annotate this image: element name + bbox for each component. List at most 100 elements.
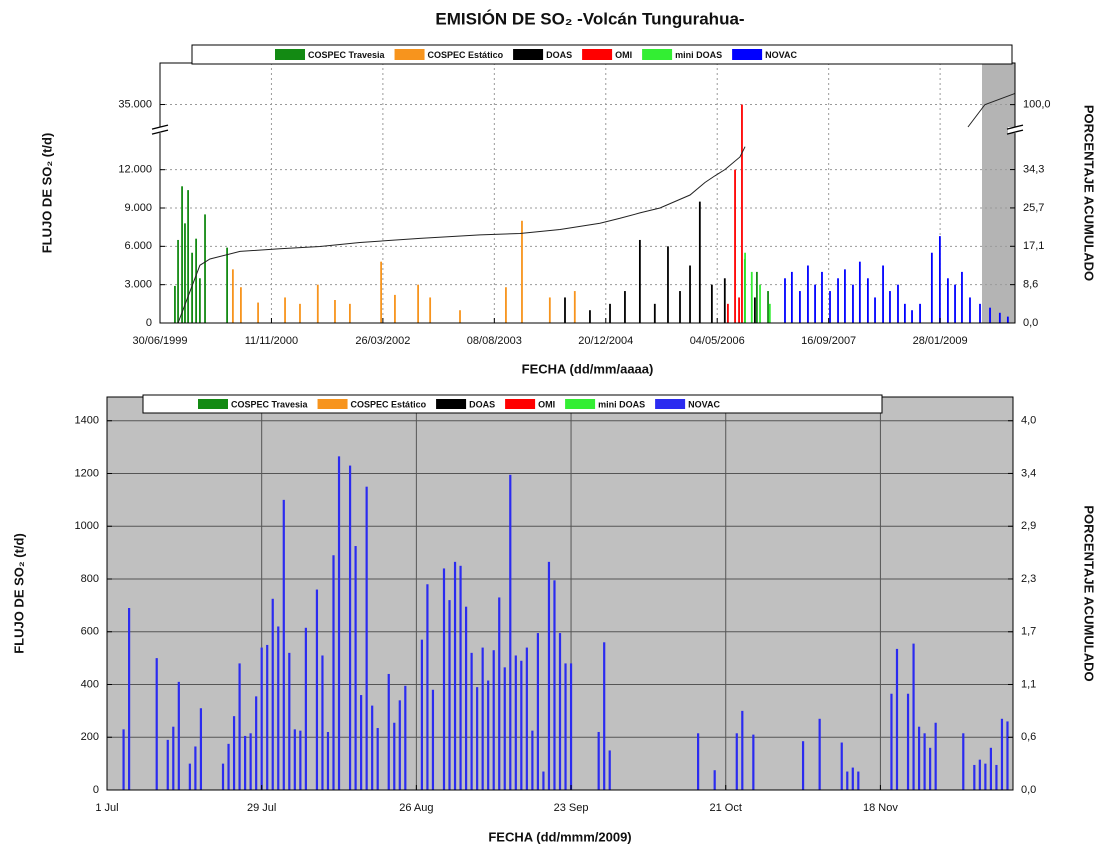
bar: [978, 759, 981, 790]
bar: [299, 730, 302, 790]
bar: [177, 681, 180, 790]
legend-label: mini DOAS: [598, 399, 645, 409]
bar: [315, 589, 319, 790]
bar: [360, 695, 363, 790]
bar: [679, 291, 681, 323]
y2-tick-label: 8,6: [1023, 279, 1038, 291]
bar: [244, 735, 247, 790]
bar: [741, 104, 743, 323]
bar: [238, 663, 241, 790]
bar: [547, 561, 551, 790]
legend-swatch: [565, 399, 596, 409]
bar: [917, 726, 921, 790]
chart-title: EMISIÓN DE SO₂ -Volcán Tungurahua-: [435, 9, 744, 28]
bar: [288, 652, 291, 790]
bar: [738, 297, 740, 323]
legend-label: OMI: [615, 50, 632, 60]
bar: [548, 297, 551, 323]
x-tick-label: 1 Jul: [95, 802, 118, 814]
bar: [334, 300, 336, 323]
bar: [542, 771, 545, 790]
bar: [232, 716, 236, 790]
bar: [349, 303, 351, 323]
bar: [653, 303, 656, 323]
bar: [420, 639, 423, 790]
x-tick-label: 29 Jul: [247, 802, 276, 814]
bar: [194, 746, 197, 790]
bar: [638, 239, 641, 323]
axis-break-gap: [153, 127, 167, 134]
bar: [199, 708, 203, 790]
legend-label: mini DOAS: [675, 50, 722, 60]
bar: [938, 236, 941, 323]
axis-break-gap: [1008, 127, 1022, 134]
plot-background: [160, 63, 1015, 323]
bar: [503, 667, 506, 790]
y2-tick-label: 34,3: [1023, 163, 1044, 175]
bar: [930, 252, 933, 323]
bar: [492, 650, 495, 790]
bar: [181, 186, 183, 323]
bar: [912, 643, 915, 790]
bar: [365, 486, 368, 790]
bar: [198, 278, 201, 323]
bar: [509, 474, 512, 790]
y-tick-label: 12.000: [118, 164, 152, 176]
bar: [191, 252, 193, 323]
legend-swatch: [436, 399, 467, 409]
bar: [744, 252, 746, 323]
bar: [829, 291, 831, 323]
bar: [174, 285, 176, 323]
bar: [713, 770, 716, 790]
bar: [255, 696, 258, 790]
bar: [698, 201, 701, 323]
cumulative-line: [177, 92, 1016, 324]
x-axis-title: FECHA (dd/mm/aaaa): [522, 361, 654, 376]
bar: [299, 303, 301, 323]
bar: [487, 680, 490, 790]
bar: [122, 729, 125, 790]
bar: [277, 626, 280, 790]
bar: [553, 580, 556, 790]
legend-swatch: [582, 49, 613, 60]
bar: [979, 303, 981, 323]
bar: [801, 741, 805, 790]
y2-tick-label: 2,3: [1021, 573, 1036, 585]
bar: [906, 693, 910, 790]
bar: [790, 271, 793, 323]
bar: [227, 743, 230, 790]
bar: [954, 284, 956, 323]
legend-label: COSPEC Travesia: [308, 50, 386, 60]
legend-swatch: [732, 49, 763, 60]
bar: [531, 730, 534, 790]
bar: [398, 700, 401, 790]
legend-swatch: [655, 399, 686, 409]
bar: [603, 642, 606, 790]
bar: [589, 310, 591, 323]
bar: [624, 291, 626, 323]
y2-tick-label: 17,1: [1023, 240, 1044, 252]
axis-break: [1006, 124, 1024, 130]
bar: [266, 644, 269, 790]
legend-label: DOAS: [469, 399, 495, 409]
shaded-range: [982, 63, 1015, 323]
bar: [505, 287, 507, 323]
bar: [564, 663, 567, 790]
x-tick-label: 26/03/2002: [355, 335, 410, 347]
x-axis-title: FECHA (dd/mmm/2009): [488, 829, 631, 844]
bar: [947, 278, 949, 323]
legend-swatch: [198, 399, 228, 409]
bar: [573, 291, 576, 323]
bar: [911, 310, 913, 323]
bar: [969, 297, 971, 323]
x-tick-label: 26 Aug: [399, 802, 433, 814]
bar: [753, 297, 756, 323]
bar: [394, 294, 396, 323]
y-tick-label: 1200: [75, 467, 99, 479]
bar: [840, 742, 843, 790]
bar: [858, 261, 861, 323]
bar: [521, 220, 523, 323]
x-tick-label: 30/06/1999: [132, 335, 187, 347]
bar: [882, 265, 884, 323]
